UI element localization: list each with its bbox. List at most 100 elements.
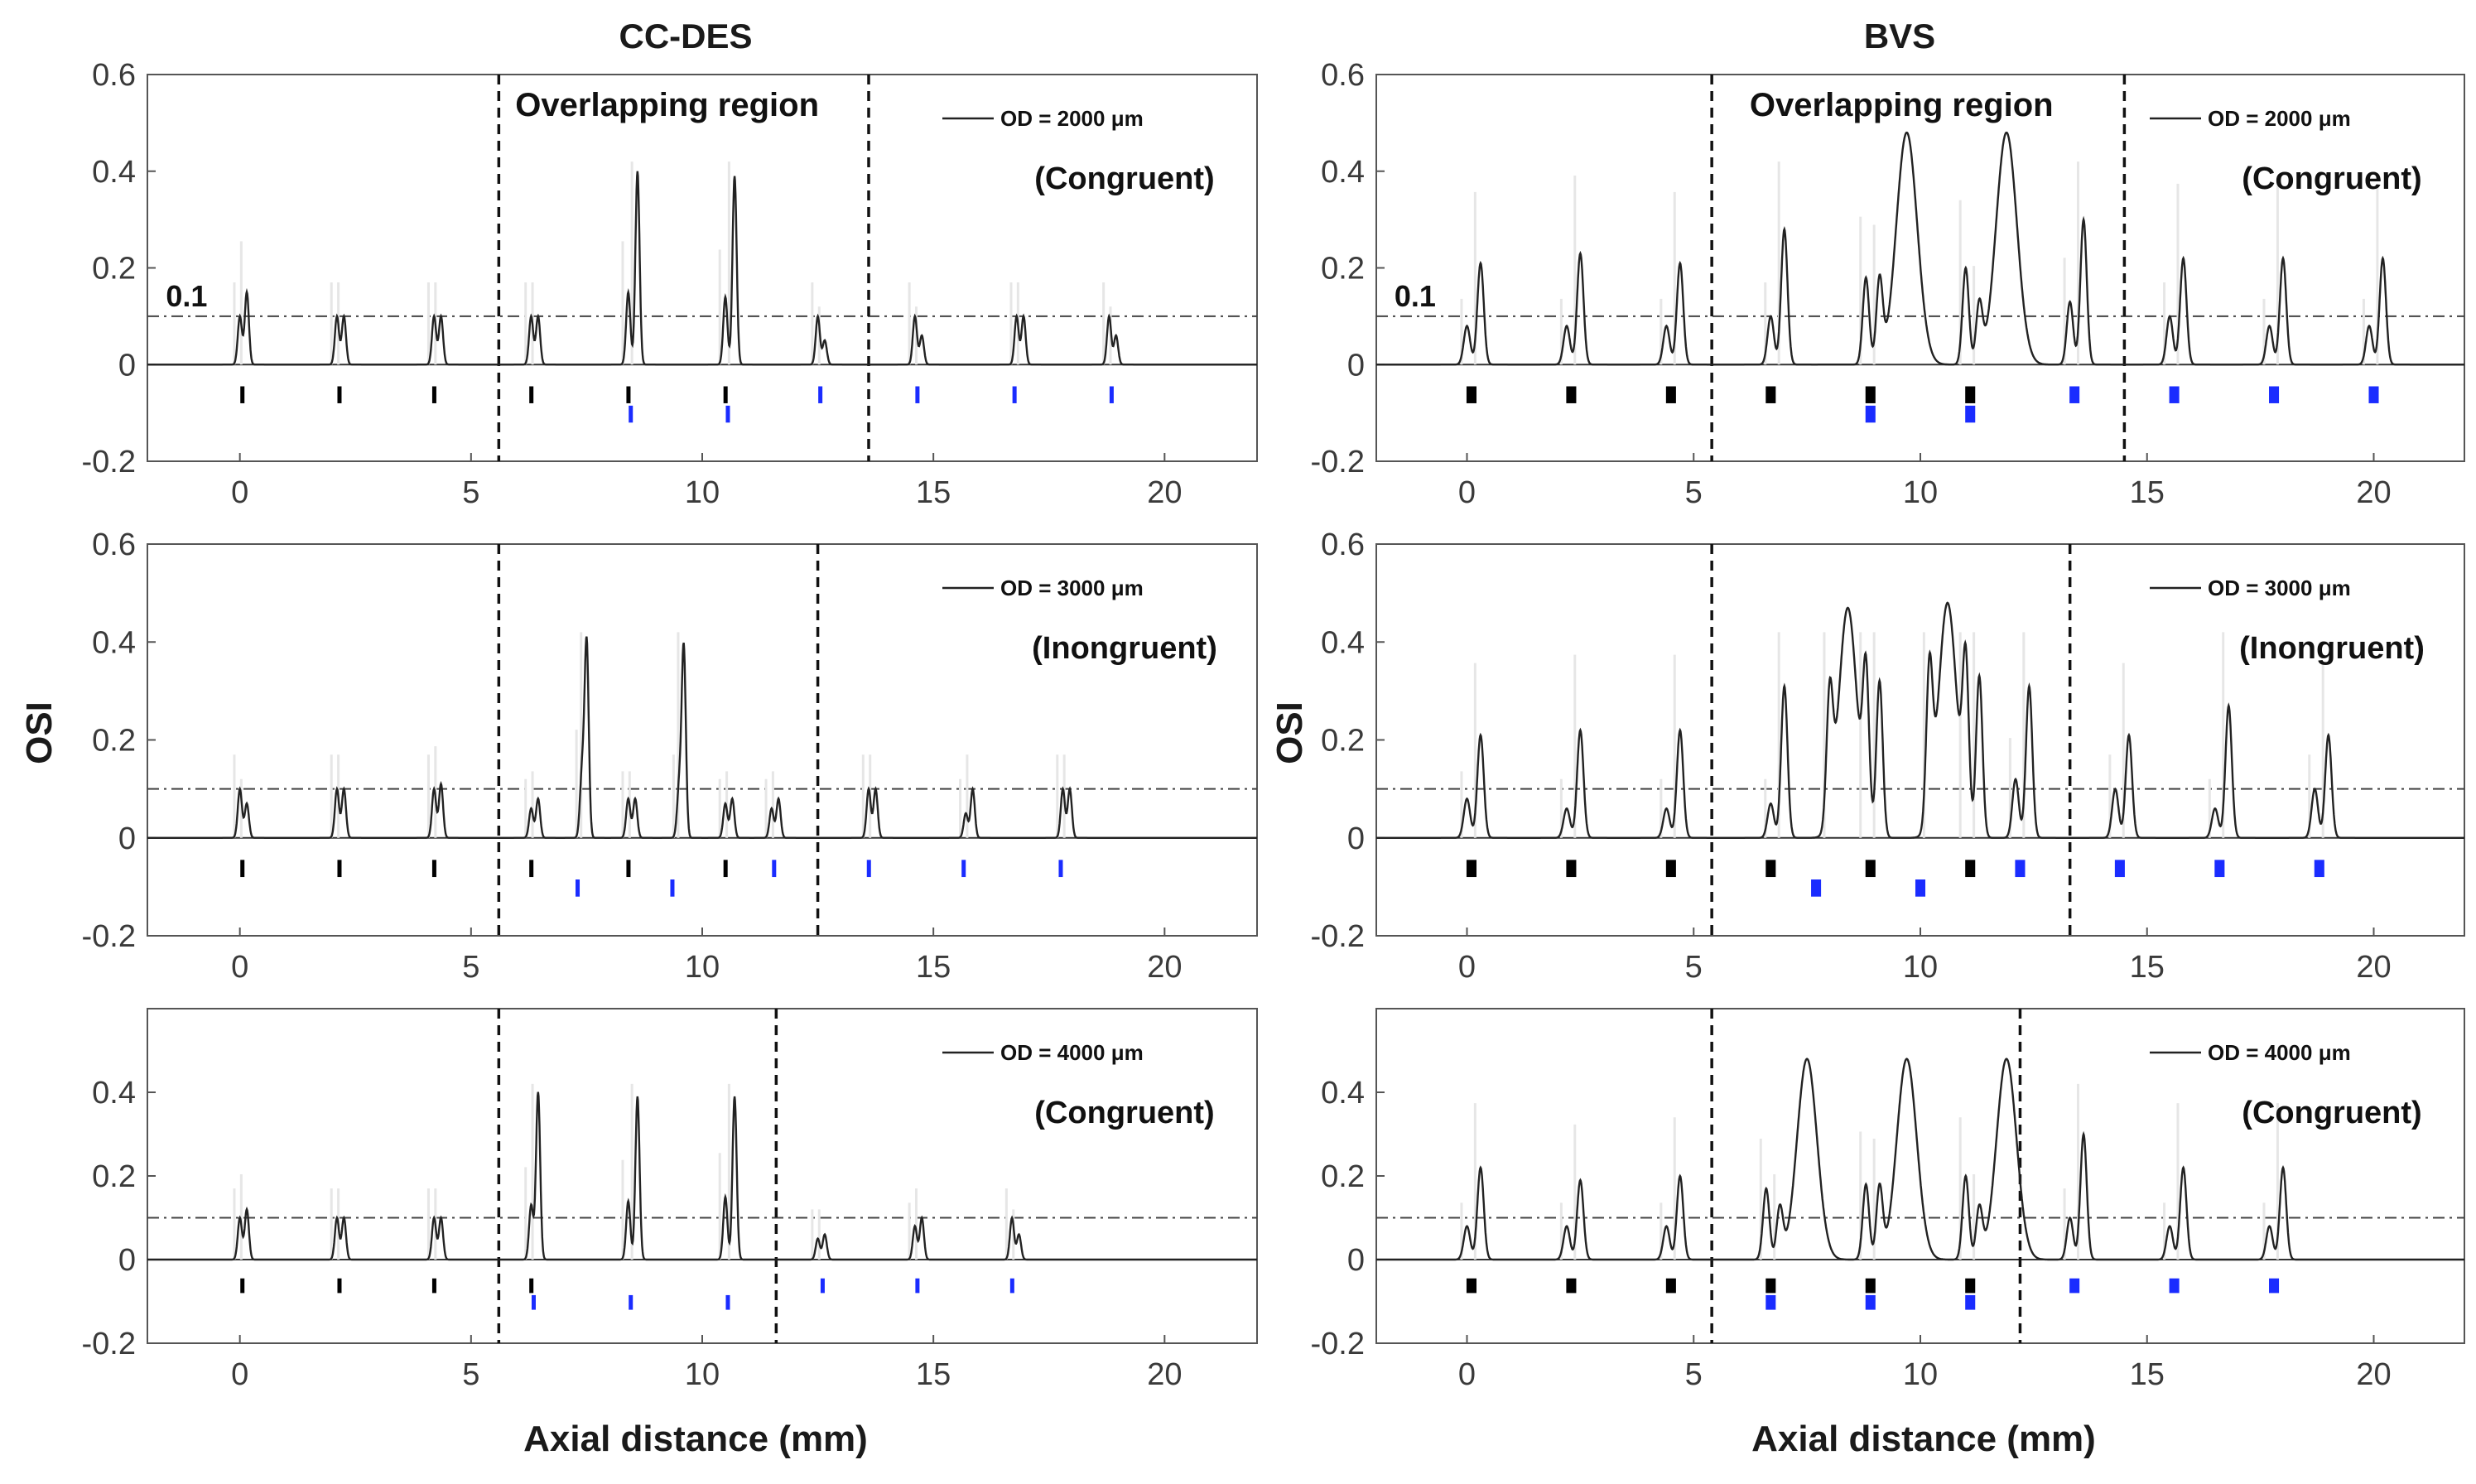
- black-strut-marker: [529, 860, 534, 878]
- x-tick-label: 10: [685, 1357, 720, 1392]
- black-strut-marker: [1865, 860, 1876, 878]
- condition-label: (Congruent): [2242, 161, 2421, 196]
- blue-strut-marker: [961, 860, 966, 878]
- blue-strut-marker: [1012, 386, 1017, 403]
- x-tick-label: 20: [2356, 950, 2391, 985]
- black-strut-marker: [1765, 1278, 1776, 1294]
- x-tick-label: 5: [1685, 475, 1703, 510]
- y-tick-label: -0.2: [82, 445, 136, 479]
- blue-strut-marker: [2314, 860, 2324, 878]
- y-tick-label: 0.6: [92, 58, 136, 93]
- threshold-label: 0.1: [1395, 279, 1436, 313]
- blue-strut-marker: [670, 879, 675, 897]
- black-strut-marker: [1665, 860, 1676, 878]
- blue-strut-marker: [915, 1278, 920, 1294]
- osi-curve: [1376, 601, 2464, 839]
- blue-strut-marker: [1865, 405, 1876, 423]
- x-tick-label: 15: [2130, 1357, 2165, 1392]
- black-strut-marker: [723, 860, 728, 878]
- chart-panel: -0.2 0 0.2 0.4 0.6 0 5 10 15 20 OD = 2000 μm (Congr…: [82, 58, 1258, 510]
- x-tick-label: 15: [2130, 475, 2165, 510]
- x-tick-label: 0: [231, 1357, 248, 1392]
- y-tick-label: 0: [1347, 348, 1365, 383]
- plot-frame: [147, 1008, 1258, 1344]
- col-title-bvs: BVS: [1864, 17, 1935, 55]
- y-tick-label: 0.4: [92, 625, 136, 660]
- panels: -0.2 0 0.2 0.4 0.6 0 5 10 15 20 OD = 2000 μm (Congr…: [82, 58, 2465, 1392]
- black-strut-marker: [240, 386, 245, 403]
- x-tick-label: 20: [2356, 1357, 2391, 1392]
- blue-strut-marker: [1965, 405, 1976, 423]
- blue-strut-marker: [1765, 1294, 1776, 1310]
- blue-strut-marker: [725, 405, 730, 423]
- blue-strut-marker: [1109, 386, 1114, 403]
- black-strut-marker: [1466, 1278, 1476, 1294]
- y-tick-label: 0.4: [1321, 1076, 1365, 1111]
- osi-curve: [1376, 131, 2464, 366]
- x-tick-label: 15: [2130, 950, 2165, 985]
- blue-strut-marker: [2214, 860, 2225, 878]
- chart-panel: -0.2 0 0.2 0.4 0.6 0 5 10 15 20 OD = 3000 μm (Inong…: [1311, 528, 2465, 985]
- x-tick-label: 20: [1147, 1357, 1182, 1392]
- legend-label: OD = 2000 μm: [2208, 106, 2351, 131]
- black-strut-marker: [1665, 386, 1676, 403]
- overlap-region-label: Overlapping region: [515, 87, 819, 123]
- black-strut-marker: [431, 860, 436, 878]
- x-axis-label-right: Axial distance (mm): [1751, 1419, 2096, 1459]
- y-axis-label-right: OSI: [1269, 701, 1310, 764]
- x-tick-label: 10: [685, 950, 720, 985]
- legend-label: OD = 3000 μm: [1000, 576, 1144, 600]
- black-strut-marker: [529, 1278, 534, 1294]
- y-tick-label: 0.2: [1321, 252, 1365, 287]
- y-tick-label: -0.2: [1311, 445, 1365, 479]
- chart-panel: -0.2 0 0.2 0.4 0.6 0 5 10 15 20 OD = 3000 μm (Inong…: [82, 528, 1258, 985]
- overlap-region-label: Overlapping region: [1750, 87, 2054, 123]
- blue-strut-marker: [2114, 860, 2125, 878]
- y-tick-label: 0.2: [1321, 724, 1365, 759]
- legend-label: OD = 3000 μm: [2208, 576, 2351, 600]
- x-tick-label: 0: [1458, 475, 1476, 510]
- blue-strut-marker: [2269, 1278, 2280, 1294]
- plot-frame: [1375, 543, 2465, 937]
- x-axis-label-left: Axial distance (mm): [523, 1419, 868, 1459]
- blue-strut-marker: [1009, 1278, 1014, 1294]
- black-strut-marker: [431, 386, 436, 403]
- y-tick-label: 0.4: [1321, 155, 1365, 190]
- chart-panel: -0.2 0 0.2 0.4 0 5 10 15 20 OD = 4000 μm (Congruen…: [82, 1008, 1258, 1392]
- plot-frame: [147, 74, 1258, 462]
- blue-strut-marker: [2269, 386, 2280, 403]
- y-tick-label: 0.2: [92, 252, 136, 287]
- threshold-label: 0.1: [166, 279, 207, 313]
- black-strut-marker: [240, 860, 245, 878]
- legend-label: OD = 4000 μm: [2208, 1040, 2351, 1065]
- black-strut-marker: [529, 386, 534, 403]
- blue-strut-marker: [531, 1294, 536, 1310]
- black-strut-marker: [337, 1278, 342, 1294]
- y-tick-label: 0: [1347, 822, 1365, 856]
- condition-label: (Congruent): [1034, 161, 1214, 196]
- x-tick-label: 20: [1147, 475, 1182, 510]
- osi-curve: [1376, 1058, 2464, 1261]
- black-strut-marker: [1865, 386, 1876, 403]
- black-strut-marker: [431, 1278, 436, 1294]
- black-strut-marker: [1466, 860, 1476, 878]
- y-tick-label: -0.2: [82, 1327, 136, 1361]
- black-strut-marker: [1466, 386, 1476, 403]
- blue-strut-marker: [629, 405, 633, 423]
- y-tick-label: -0.2: [1311, 1327, 1365, 1361]
- black-strut-marker: [626, 860, 631, 878]
- y-tick-label: 0.2: [92, 724, 136, 759]
- condition-label: (Inongruent): [2239, 631, 2425, 666]
- blue-strut-marker: [1965, 1294, 1976, 1310]
- y-tick-label: 0.2: [92, 1159, 136, 1194]
- chart-panel: -0.2 0 0.2 0.4 0 5 10 15 20 OD = 4000 μm (Congruen…: [1311, 1008, 2465, 1392]
- black-strut-marker: [1965, 1278, 1976, 1294]
- col-title-cc-des: CC-DES: [619, 17, 752, 55]
- y-tick-label: 0: [118, 822, 136, 856]
- black-strut-marker: [337, 386, 342, 403]
- blue-strut-marker: [2169, 386, 2180, 403]
- blue-strut-marker: [818, 386, 823, 403]
- x-tick-label: 0: [231, 475, 248, 510]
- y-tick-label: 0: [118, 1243, 136, 1278]
